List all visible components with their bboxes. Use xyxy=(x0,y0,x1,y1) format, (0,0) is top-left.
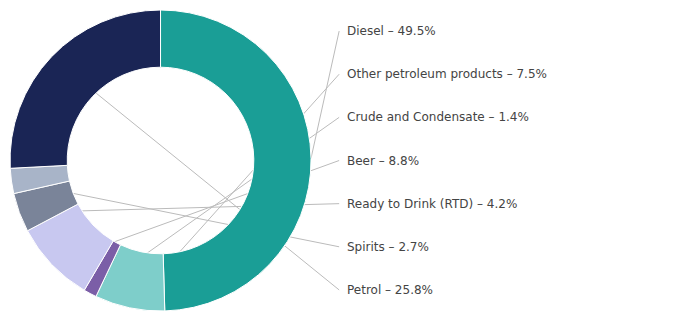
svg-text:Diesel – 49.5%: Diesel – 49.5% xyxy=(347,24,436,38)
svg-text:Crude and Condensate – 1.4%: Crude and Condensate – 1.4% xyxy=(347,110,529,124)
svg-text:Other petroleum products – 7.5: Other petroleum products – 7.5% xyxy=(347,67,547,81)
svg-text:Petrol – 25.8%: Petrol – 25.8% xyxy=(347,283,433,297)
svg-text:Beer – 8.8%: Beer – 8.8% xyxy=(347,154,419,168)
svg-text:Spirits – 2.7%: Spirits – 2.7% xyxy=(347,240,429,254)
svg-text:Ready to Drink (RTD) – 4.2%: Ready to Drink (RTD) – 4.2% xyxy=(347,197,517,211)
